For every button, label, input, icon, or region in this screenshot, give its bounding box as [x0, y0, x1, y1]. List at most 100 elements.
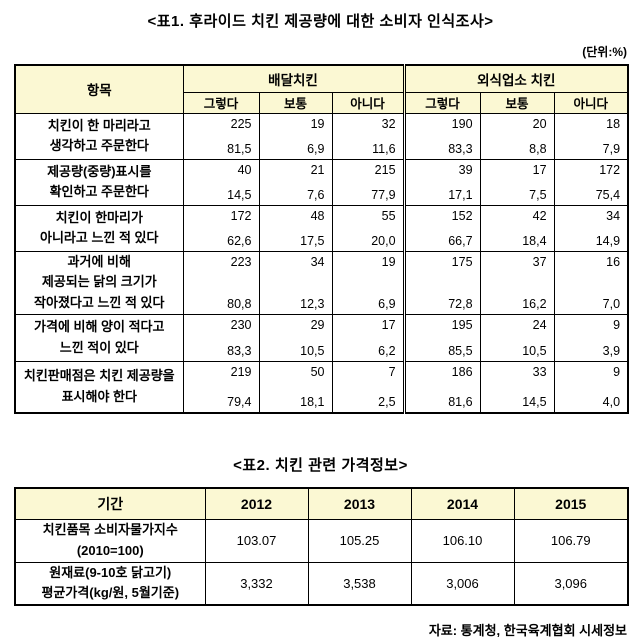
data-cell: 195 85,5 — [402, 313, 481, 362]
data-cell: 34 12,3 — [258, 250, 333, 315]
percent-value: 6,2 — [378, 343, 396, 358]
data-cell: 17 6,2 — [331, 313, 405, 362]
data-cell: 9 3,9 — [553, 313, 629, 362]
data-cell: 7 2,5 — [331, 360, 405, 413]
count-value: 9 — [613, 317, 621, 332]
count-value: 40 — [237, 162, 252, 177]
count-value: 19 — [381, 254, 396, 269]
data-cell: 33 14,5 — [479, 360, 555, 413]
data-cell: 55 20,0 — [331, 204, 405, 252]
row-label: 원재료(9-10호 닭고기) 평균가격(kg/원, 5월기준) — [14, 561, 206, 606]
percent-value: 81,6 — [448, 394, 473, 409]
count-value: 190 — [451, 116, 473, 131]
data-cell: 215 77,9 — [331, 158, 405, 206]
response-header: 아니다 — [553, 91, 629, 114]
data-cell: 39 17,1 — [402, 158, 481, 206]
data-cell: 186 81,6 — [402, 360, 481, 413]
group-header-row: 항목 배달치킨 외식업소 치킨 — [14, 64, 629, 114]
data-cell: 223 80,8 — [182, 250, 260, 315]
count-value: 42 — [532, 208, 547, 223]
table-row: 치킨이 한마리가 아니라고 느낀 적 있다 172 62,6 48 17,5 55 2… — [14, 204, 629, 252]
percent-value: 11,6 — [372, 141, 396, 156]
data-cell: 172 62,6 — [182, 204, 260, 252]
count-value: 34 — [606, 208, 621, 223]
item-header-cell: 항목 — [14, 64, 184, 114]
response-header: 보통 — [258, 91, 333, 114]
count-value: 7 — [388, 364, 396, 379]
count-value: 37 — [532, 254, 547, 269]
table-row: 치킨이 한 마리라고 생각하고 주문한다 225 81,5 19 6,9 32 11,… — [14, 112, 629, 160]
restaurant-chicken-header: 외식업소 치킨 — [402, 64, 629, 93]
data-cell: 29 10,5 — [258, 313, 333, 362]
data-cell: 152 66,7 — [402, 204, 481, 252]
row-label: 치킨이 한마리가 아니라고 느낀 적 있다 — [14, 204, 184, 252]
count-value: 19 — [310, 116, 325, 131]
percent-value: 12,3 — [300, 296, 325, 311]
percent-value: 83,3 — [448, 141, 473, 156]
data-cell: 225 81,5 — [182, 112, 260, 160]
count-value: 48 — [310, 208, 325, 223]
count-value: 21 — [310, 162, 325, 177]
count-value: 50 — [310, 364, 325, 379]
percent-value: 6,9 — [307, 141, 325, 156]
price-table: 기간 2012 2013 2014 2015 치킨품목 소비자물가지수 (201… — [14, 486, 629, 607]
percent-value: 72,8 — [448, 296, 473, 311]
data-cell: 16 7,0 — [553, 250, 629, 315]
count-value: 225 — [230, 116, 252, 131]
percent-value: 6,9 — [378, 296, 396, 311]
percent-value: 7,9 — [602, 141, 621, 156]
percent-value: 7,6 — [307, 187, 325, 202]
count-value: 33 — [532, 364, 547, 379]
data-cell: 24 10,5 — [479, 313, 555, 362]
count-value: 175 — [451, 254, 473, 269]
data-cell: 19 6,9 — [331, 250, 405, 315]
percent-value: 16,2 — [522, 296, 547, 311]
count-value: 17 — [381, 317, 396, 332]
table-row: 가격에 비해 양이 적다고 느낀 적이 있다 230 83,3 29 10,5 17… — [14, 313, 629, 362]
count-value: 16 — [606, 254, 621, 269]
percent-value: 8,8 — [529, 141, 547, 156]
price-header-row: 기간 2012 2013 2014 2015 — [14, 487, 629, 520]
count-value: 32 — [381, 116, 396, 131]
count-value: 219 — [230, 364, 252, 379]
data-cell: 19 6,9 — [258, 112, 333, 160]
response-header: 아니다 — [331, 91, 405, 114]
price-value: 3,538 — [307, 561, 412, 606]
year-header: 2012 — [204, 487, 309, 520]
row-label: 제공량(중량)표시를 확인하고 주문한다 — [14, 158, 184, 206]
data-cell: 17 7,5 — [479, 158, 555, 206]
count-value: 215 — [374, 162, 396, 177]
count-value: 29 — [310, 317, 325, 332]
table-row: 과거에 비해 제공되는 닭의 크기가 작아졌다고 느낀 적 있다 223 80,8… — [14, 250, 629, 315]
data-cell: 230 83,3 — [182, 313, 260, 362]
percent-value: 62,6 — [227, 233, 252, 248]
percent-value: 18,4 — [522, 233, 547, 248]
count-value: 186 — [451, 364, 473, 379]
count-value: 24 — [532, 317, 547, 332]
data-cell: 37 16,2 — [479, 250, 555, 315]
data-cell: 32 11,6 — [331, 112, 405, 160]
data-cell: 42 18,4 — [479, 204, 555, 252]
price-value: 3,332 — [204, 561, 309, 606]
count-value: 34 — [310, 254, 325, 269]
year-header: 2013 — [307, 487, 412, 520]
data-cell: 175 72,8 — [402, 250, 481, 315]
price-value: 106.79 — [513, 519, 629, 563]
percent-value: 75,4 — [595, 187, 621, 202]
table1-title: <표1. 후라이드 치킨 제공량에 대한 소비자 인식조사> — [147, 13, 494, 30]
year-header: 2014 — [410, 487, 515, 520]
price-value: 3,006 — [410, 561, 515, 606]
data-cell: 172 75,4 — [553, 158, 629, 206]
row-label: 과거에 비해 제공되는 닭의 크기가 작아졌다고 느낀 적 있다 — [14, 250, 184, 315]
count-value: 223 — [230, 254, 252, 269]
data-cell: 190 83,3 — [402, 112, 481, 160]
data-cell: 219 79,4 — [182, 360, 260, 413]
percent-value: 7,5 — [529, 187, 547, 202]
count-value: 152 — [451, 208, 473, 223]
percent-value: 10,5 — [522, 343, 547, 358]
table-row: 치킨품목 소비자물가지수 (2010=100) 103.07 105.25 10… — [14, 519, 629, 563]
percent-value: 85,5 — [448, 343, 473, 358]
data-cell: 34 14,9 — [553, 204, 629, 252]
